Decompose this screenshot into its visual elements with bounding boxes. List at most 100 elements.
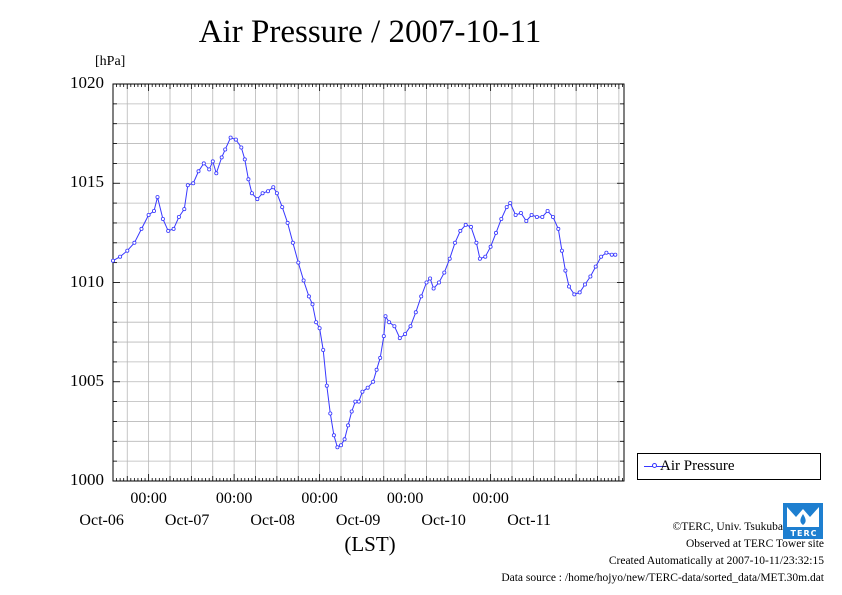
data-point — [529, 212, 534, 217]
series-points — [111, 135, 618, 450]
data-point — [125, 248, 130, 253]
data-point — [155, 195, 160, 200]
data-point — [321, 347, 326, 352]
data-point — [290, 240, 295, 245]
x-tick-date-label: Oct-06 — [79, 512, 124, 529]
data-point — [588, 274, 593, 279]
data-point — [118, 254, 123, 259]
terc-logo-icon — [783, 503, 823, 539]
data-point — [196, 169, 201, 174]
data-point — [349, 409, 354, 414]
data-point — [413, 310, 418, 315]
data-point — [419, 294, 424, 299]
data-point — [468, 224, 473, 229]
x-tick-time-label: 00:00 — [301, 490, 338, 507]
data-point — [317, 326, 322, 331]
data-point — [296, 260, 301, 265]
data-point — [346, 423, 351, 428]
data-point — [378, 355, 383, 360]
legend-label: Air Pressure — [660, 458, 735, 474]
data-point — [458, 228, 463, 233]
created-text: Created Automatically at 2007-10-11/23:3… — [608, 555, 824, 567]
x-tick-date-label: Oct-07 — [164, 512, 210, 529]
data-point — [310, 302, 315, 307]
data-point — [176, 214, 181, 219]
data-point — [356, 399, 361, 404]
data-point — [577, 290, 582, 295]
x-axis-label: (LST) — [344, 532, 396, 556]
x-ticks — [112, 83, 624, 482]
data-point — [392, 324, 397, 329]
data-point — [274, 191, 279, 196]
chart-title: Air Pressure / 2007-10-11 — [198, 14, 542, 50]
data-point — [182, 207, 187, 212]
data-point — [185, 183, 190, 188]
data-point — [207, 167, 212, 172]
data-point — [572, 292, 577, 297]
data-point — [403, 332, 408, 337]
data-point — [166, 228, 171, 233]
data-point — [599, 254, 604, 259]
data-point — [160, 216, 165, 221]
data-point — [583, 282, 588, 287]
data-point — [365, 385, 370, 390]
data-point — [132, 240, 137, 245]
data-point — [609, 252, 614, 257]
data-point — [306, 294, 311, 299]
data-point — [374, 367, 379, 372]
data-point — [499, 216, 504, 221]
data-point — [255, 197, 260, 202]
y-tick-label: 1010 — [70, 271, 104, 291]
x-tick-time-label: 00:00 — [472, 490, 509, 507]
y-tick-label: 1015 — [70, 172, 104, 192]
data-point — [242, 157, 247, 162]
data-point — [540, 214, 545, 219]
logo-text: TERC — [790, 529, 818, 538]
data-point — [233, 137, 238, 142]
data-point — [428, 276, 433, 281]
data-point — [191, 181, 196, 186]
data-point — [338, 443, 343, 448]
data-point — [246, 177, 251, 182]
data-point — [151, 208, 156, 213]
data-point — [397, 336, 402, 341]
data-point — [210, 159, 215, 164]
data-point — [613, 252, 618, 257]
y-tick-label: 1000 — [70, 470, 104, 489]
data-point — [285, 220, 290, 225]
data-point — [331, 433, 336, 438]
data-point — [563, 268, 568, 273]
data-point — [223, 147, 228, 152]
data-point — [171, 226, 176, 231]
data-point — [447, 256, 452, 261]
y-tick-label: 1005 — [70, 370, 104, 390]
data-point — [353, 399, 358, 404]
x-tick-date-label: Oct-09 — [335, 512, 381, 529]
x-tick-time-label: 00:00 — [130, 490, 167, 507]
series-line-air-pressure — [112, 136, 616, 449]
grid — [113, 84, 624, 481]
data-point — [488, 244, 493, 249]
x-tick-date-label: Oct-10 — [421, 512, 466, 529]
data-point — [139, 226, 144, 231]
y-axis-unit: [hPa] — [95, 54, 126, 69]
data-point — [201, 161, 206, 166]
data-point — [228, 135, 233, 140]
data-point — [214, 171, 219, 176]
y-tick-label: 1020 — [70, 73, 104, 92]
data-point — [387, 320, 392, 325]
data-point — [111, 258, 116, 263]
data-point — [381, 334, 386, 339]
data-point — [260, 191, 265, 196]
data-point — [534, 214, 539, 219]
data-point — [442, 270, 447, 275]
data-point — [219, 155, 224, 160]
data-point — [328, 411, 333, 416]
x-tick-time-label: 00:00 — [386, 490, 424, 507]
data-point — [567, 284, 572, 289]
data-point — [493, 230, 498, 235]
data-point — [452, 240, 457, 245]
data-point — [431, 286, 436, 291]
data-point — [342, 437, 347, 442]
data-point — [324, 383, 329, 388]
